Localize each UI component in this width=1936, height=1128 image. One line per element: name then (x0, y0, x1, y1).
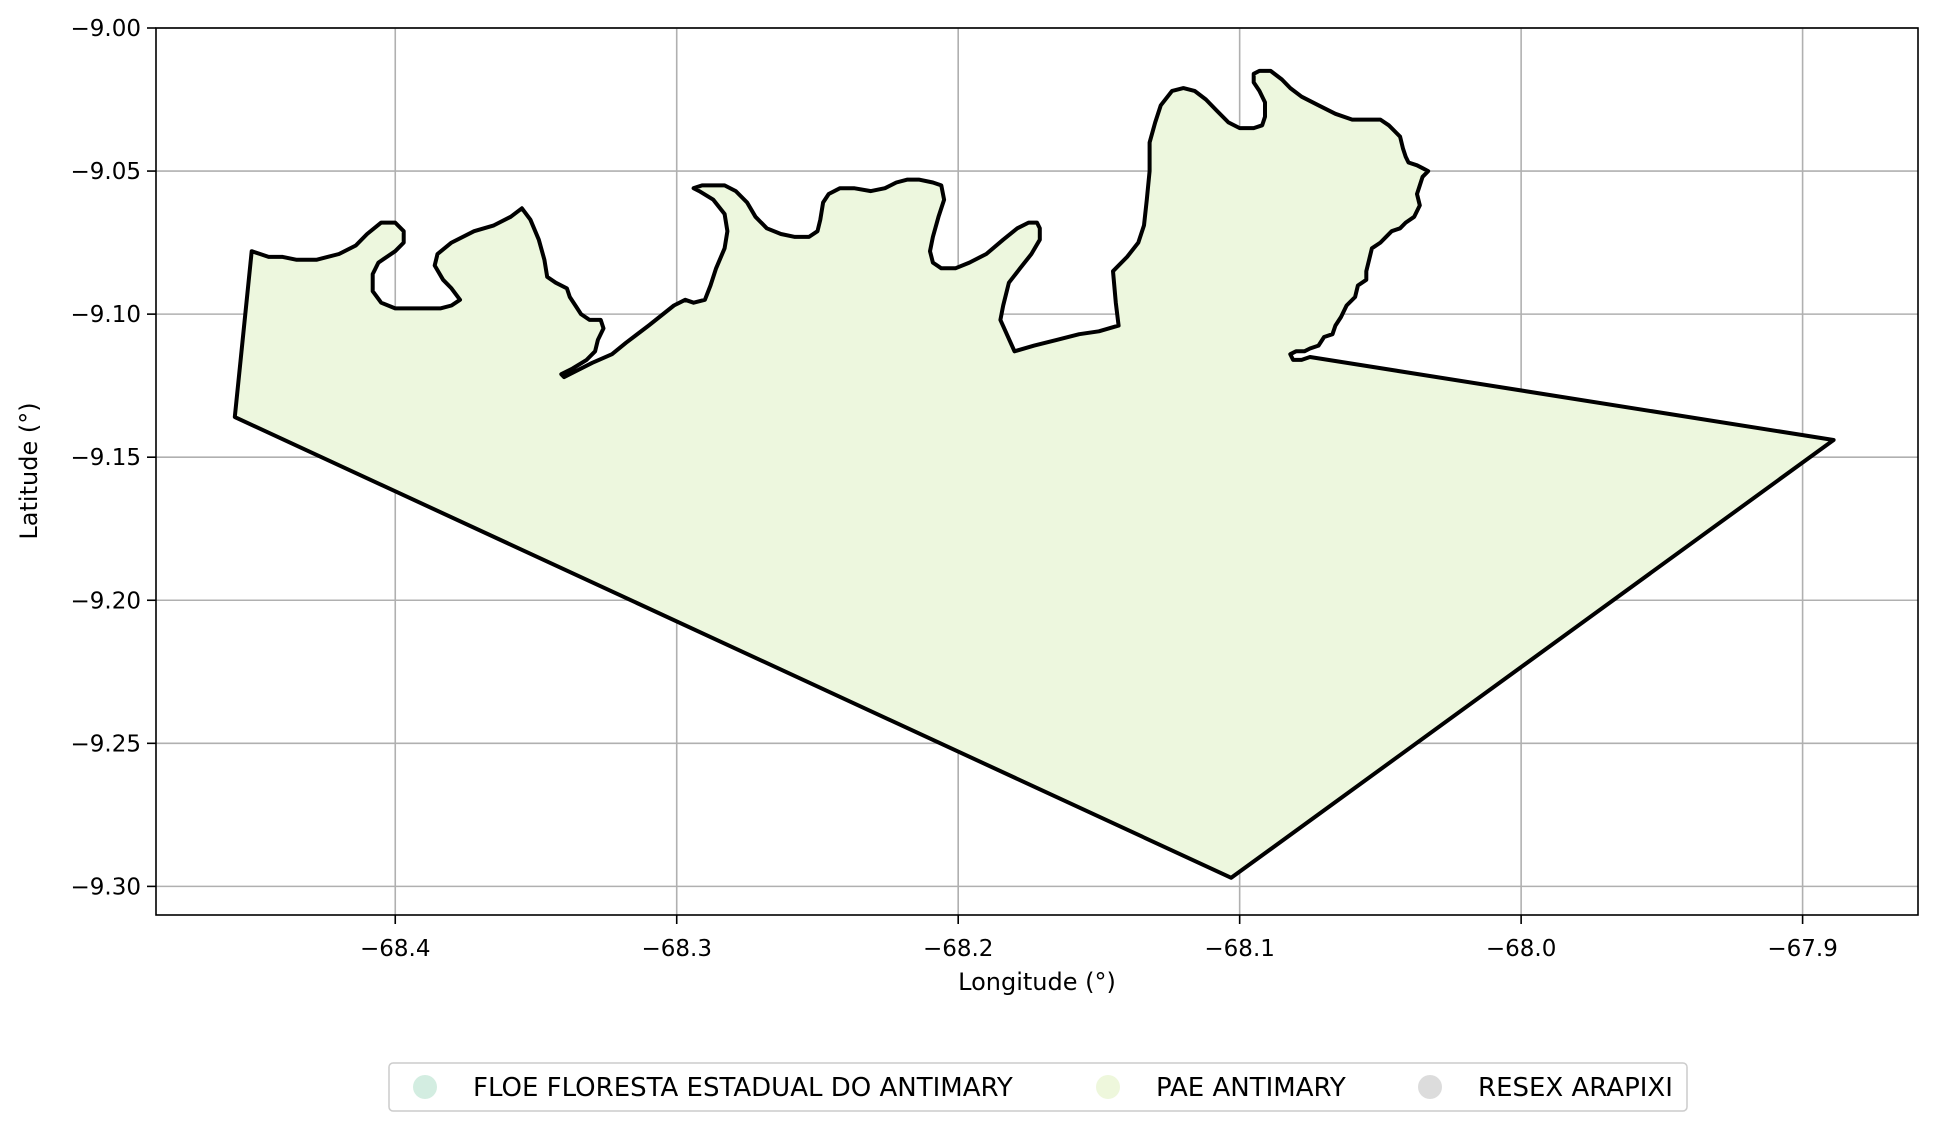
legend-marker (413, 1075, 437, 1099)
x-tick-label: −67.9 (1767, 936, 1837, 962)
y-tick-label: −9.10 (71, 302, 141, 328)
x-axis-ticks: −68.4 −68.3 −68.2 −68.1 −68.0 −67.9 (360, 915, 1838, 962)
legend-label: RESEX ARAPIXI (1478, 1073, 1673, 1103)
x-axis-label: Longitude (°) (958, 968, 1116, 996)
y-axis-ticks: −9.00 −9.05 −9.10 −9.15 −9.20 −9.25 −9.30 (71, 16, 156, 900)
x-tick-label: −68.4 (360, 936, 430, 962)
y-axis-label: Latitude (°) (15, 402, 43, 539)
y-tick-label: −9.30 (71, 874, 141, 900)
x-tick-label: −68.2 (923, 936, 993, 962)
y-tick-label: −9.15 (71, 445, 141, 471)
y-tick-label: −9.20 (71, 588, 141, 614)
legend-label: FLOE FLORESTA ESTADUAL DO ANTIMARY (473, 1073, 1013, 1103)
legend-marker (1418, 1075, 1442, 1099)
legend: FLOE FLORESTA ESTADUAL DO ANTIMARY PAE AN… (388, 1062, 1688, 1112)
x-tick-label: −68.0 (1486, 936, 1556, 962)
y-tick-label: −9.25 (71, 731, 141, 757)
x-tick-label: −68.3 (641, 936, 711, 962)
y-tick-label: −9.05 (71, 159, 141, 185)
legend-label: PAE ANTIMARY (1156, 1073, 1346, 1103)
y-tick-label: −9.00 (71, 16, 141, 42)
legend-box (388, 1062, 1688, 1112)
plot-frame (155, 27, 1919, 916)
x-tick-label: −68.1 (1204, 936, 1274, 962)
legend-marker (1096, 1075, 1120, 1099)
region-pae-antimary[interactable] (232, 68, 1836, 880)
